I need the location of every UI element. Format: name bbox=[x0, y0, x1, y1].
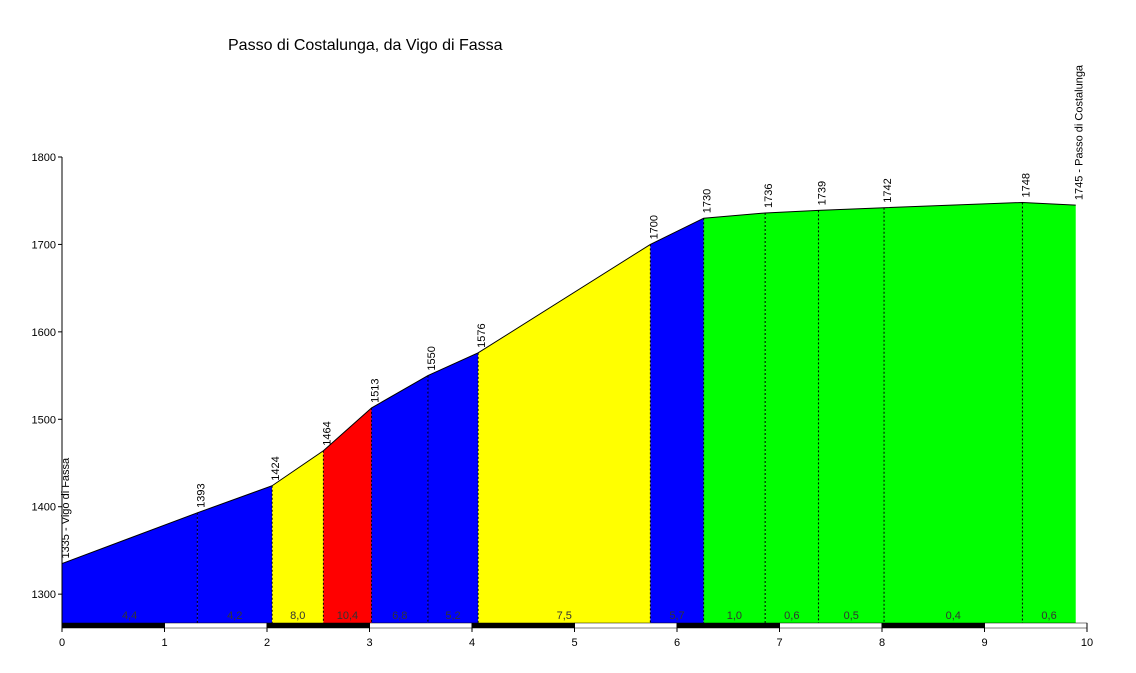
elevation-label: 1393 bbox=[195, 483, 207, 507]
x-tick-label: 6 bbox=[674, 637, 680, 649]
profile-segment bbox=[427, 352, 479, 623]
elevation-label: 1513 bbox=[370, 378, 382, 402]
chart-title: Passo di Costalunga, da Vigo di Fassa bbox=[228, 37, 503, 54]
gradient-label: 7,5 bbox=[557, 610, 572, 622]
distance-bar bbox=[984, 622, 1088, 629]
y-tick-label: 1300 bbox=[32, 589, 56, 601]
distance-bar bbox=[266, 622, 370, 629]
profile-segment bbox=[703, 212, 766, 624]
gradient-label: 0,5 bbox=[844, 610, 859, 622]
x-tick-label: 1 bbox=[161, 637, 167, 649]
gradient-label: 0,6 bbox=[1041, 610, 1056, 622]
elevation-label: 1742 bbox=[882, 178, 894, 202]
elevation-label: 1736 bbox=[763, 183, 775, 207]
profile-segment bbox=[478, 244, 651, 624]
gradient-label: 4,2 bbox=[227, 610, 242, 622]
distance-bar bbox=[779, 622, 883, 629]
profile-segment bbox=[1022, 202, 1076, 623]
gradient-label: 6,8 bbox=[392, 610, 407, 622]
profile-segment bbox=[765, 210, 819, 623]
elevation-label: 1739 bbox=[816, 181, 828, 205]
profile-segment bbox=[650, 218, 704, 623]
distance-bar bbox=[369, 622, 473, 629]
profile-segment bbox=[323, 407, 372, 623]
y-tick-label: 1500 bbox=[32, 414, 56, 426]
elevation-label: 1745 - Passo di Costalunga bbox=[1074, 64, 1086, 200]
x-tick-label: 8 bbox=[879, 637, 885, 649]
x-tick-label: 2 bbox=[264, 637, 270, 649]
y-tick-label: 1700 bbox=[32, 239, 56, 251]
gradient-label: 1,0 bbox=[727, 610, 742, 622]
elevation-label: 1576 bbox=[476, 323, 488, 347]
profile-segment bbox=[884, 202, 1023, 623]
elevation-label: 1730 bbox=[702, 189, 714, 213]
gradient-label: 5,2 bbox=[445, 610, 460, 622]
x-tick-label: 3 bbox=[366, 637, 372, 649]
y-tick-label: 1800 bbox=[32, 152, 56, 164]
profile-segment bbox=[371, 375, 428, 623]
x-tick-label: 5 bbox=[571, 637, 577, 649]
profile-segment bbox=[197, 485, 273, 623]
elevation-label: 1550 bbox=[426, 346, 438, 370]
gradient-label: 4,4 bbox=[122, 610, 137, 622]
x-tick-label: 7 bbox=[776, 637, 782, 649]
x-tick-label: 10 bbox=[1081, 637, 1093, 649]
gradient-label: 0,6 bbox=[784, 610, 799, 622]
distance-bar bbox=[471, 622, 575, 629]
elevation-label: 1464 bbox=[321, 421, 333, 445]
elevation-label: 1700 bbox=[648, 215, 660, 239]
distance-bar bbox=[574, 622, 678, 629]
profile-segment bbox=[272, 450, 324, 623]
profile-line bbox=[61, 201, 1076, 565]
elevation-label: 1748 bbox=[1020, 173, 1032, 197]
elevation-label: 1424 bbox=[270, 456, 282, 480]
profile-segment bbox=[818, 207, 885, 623]
y-tick-label: 1600 bbox=[32, 327, 56, 339]
distance-bar bbox=[164, 622, 268, 629]
elevation-label: 1335 - Vigo di Fassa bbox=[60, 457, 72, 559]
distance-bar bbox=[676, 622, 780, 629]
distance-bar bbox=[881, 622, 985, 629]
y-tick-label: 1400 bbox=[32, 502, 56, 514]
profile-segment bbox=[62, 512, 198, 623]
distance-bar bbox=[61, 622, 165, 629]
gradient-label: 0,4 bbox=[946, 610, 961, 622]
gradient-label: 5,7 bbox=[669, 610, 684, 622]
x-tick-label: 4 bbox=[469, 637, 475, 649]
gradient-label: 10,4 bbox=[337, 610, 358, 622]
gradient-label: 8,0 bbox=[290, 610, 305, 622]
x-tick-label: 0 bbox=[59, 637, 65, 649]
x-tick-label: 9 bbox=[981, 637, 987, 649]
